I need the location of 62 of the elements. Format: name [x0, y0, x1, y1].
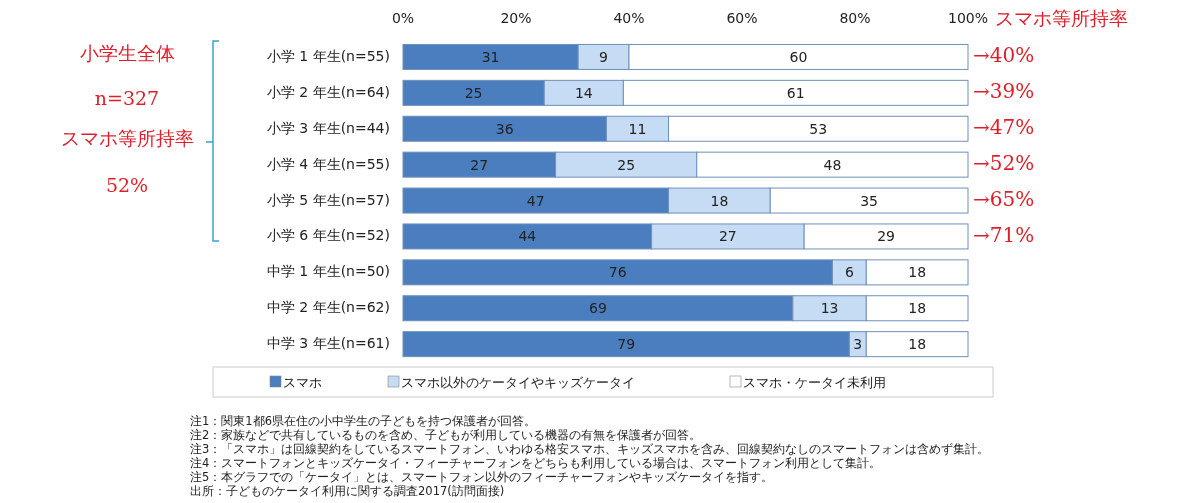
y-tick-label: 小学 6 年生(n=52) [266, 227, 390, 244]
text: 注4：スマートフォンとキッズケータイ・フィーチャーフォンをどちらも利用している場合は、スマートフォン利用として集計。 [190, 455, 882, 470]
x-tick-label: 60% [726, 10, 758, 26]
data-label: 60 [789, 48, 808, 65]
y-tick-label: 小学 4 年生(n=55) [266, 155, 390, 172]
data-label: 18 [908, 300, 927, 317]
data-label: 27 [470, 156, 489, 173]
x-tick-label: 100% [947, 10, 989, 26]
data-label: 27 [718, 228, 737, 245]
text: 注2：家族などで共有しているものを含め、子どもが利用している機器の有無を保護者が回答。 [190, 427, 702, 442]
y-tick-label: 小学 1 年生(n=55) [266, 47, 390, 64]
y-tick-label: 小学 3 年生(n=44) [266, 119, 390, 136]
text: 出所：子どものケータイ利用に関する調査2017(訪問面接) [190, 483, 505, 498]
data-label: 79 [617, 336, 636, 353]
x-tick-label: 0% [391, 10, 415, 26]
x-tick-label: 40% [613, 10, 645, 26]
text: →39% [973, 79, 1035, 104]
text: →47% [973, 115, 1035, 140]
y-tick-label: 中学 3 年生(n=61) [266, 335, 390, 352]
text: 注5：本グラフでの「ケータイ」とは、スマートフォン以外のフィーチャーフォンやキッズケータイを指す。 [190, 469, 774, 484]
text: →40% [973, 43, 1035, 68]
data-label: 14 [574, 84, 593, 101]
y-tick-label: 小学 5 年生(n=57) [266, 191, 390, 208]
data-label: 25 [617, 156, 636, 173]
text: →65% [973, 187, 1035, 212]
data-label: 3 [853, 336, 863, 353]
text: スマホ等所持率 [60, 127, 194, 149]
y-tick-label: 中学 2 年生(n=62) [266, 299, 390, 316]
data-label: 35 [860, 192, 879, 209]
text: 注3：「スマホ」は回線契約をしているスマートフォン、いわゆる格安スマホ、キッズスマホを含み、回線契約なしのスマートフォンは含めず集計。 [190, 441, 990, 456]
text: 52% [105, 174, 149, 196]
x-tick-label: 20% [500, 10, 532, 26]
data-label: 31 [481, 48, 500, 65]
text: →71% [973, 222, 1035, 247]
series-label: スマホ・ケータイ未利用 [743, 374, 886, 390]
text: スマホ等所持率 [995, 6, 1128, 29]
data-label: 76 [608, 264, 627, 281]
data-label: 18 [908, 336, 927, 353]
data-label: 25 [464, 84, 483, 101]
text: 小学生全体 [79, 42, 175, 64]
legend-label: スマホ [283, 374, 322, 390]
data-label: 13 [820, 300, 839, 317]
data-label: 18 [908, 264, 927, 281]
data-label: 44 [518, 228, 537, 245]
data-label: 29 [877, 228, 895, 245]
data-label: 36 [495, 120, 514, 137]
legend-label: スマホ以外のケータイやキッズケータイ [401, 374, 635, 390]
text: →52% [973, 151, 1035, 176]
data-label: 48 [823, 156, 842, 173]
data-label: 9 [599, 48, 609, 65]
y-tick-label: 小学 2 年生(n=64) [266, 83, 390, 100]
data-label: 61 [786, 84, 805, 101]
x-tick-label: 80% [839, 10, 871, 26]
data-label: 6 [844, 264, 854, 281]
data-label: 11 [628, 120, 647, 137]
data-label: 53 [809, 120, 828, 137]
text: n=327 [94, 87, 160, 109]
y-tick-label: 中学 1 年生(n=50) [266, 263, 390, 280]
data-label: 47 [526, 192, 545, 209]
data-label: 69 [589, 300, 607, 317]
text: 注1：関東1都6県在住の小中学生の子どもを持つ保護者が回答。 [190, 413, 536, 428]
data-label: 18 [710, 192, 729, 209]
